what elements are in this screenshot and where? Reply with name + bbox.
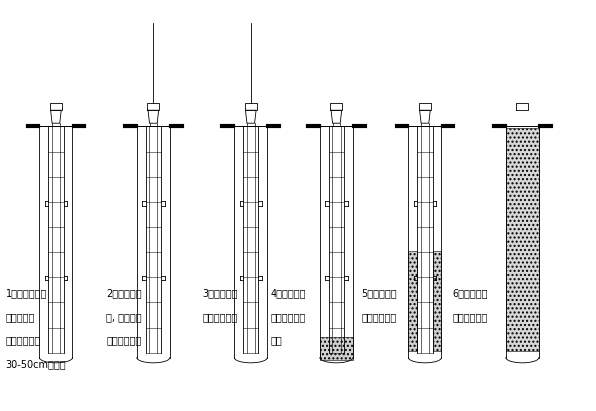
- Bar: [433, 251, 442, 351]
- Text: 4、剪断铁丝: 4、剪断铁丝: [270, 289, 306, 299]
- Text: 栓, 使其与导: 栓, 使其与导: [106, 312, 142, 322]
- Text: 孔底之间留出: 孔底之间留出: [6, 336, 41, 346]
- Bar: [506, 129, 539, 351]
- Text: 5、连续灌注: 5、连续灌注: [361, 289, 397, 299]
- Text: 砼上提导管。: 砼上提导管。: [361, 312, 396, 322]
- Text: 毕拔出导管。: 毕拔出导管。: [453, 312, 488, 322]
- Text: 首批封底砼。: 首批封底砼。: [203, 312, 238, 322]
- Text: 30-50cm空隙。: 30-50cm空隙。: [6, 359, 66, 369]
- Text: 管水面紧贴。: 管水面紧贴。: [106, 336, 141, 346]
- Text: 底。: 底。: [270, 336, 282, 346]
- Text: 导管底部与: 导管底部与: [6, 312, 35, 322]
- Text: 隔水栓下落孔: 隔水栓下落孔: [270, 312, 306, 322]
- Bar: [408, 251, 417, 351]
- Text: 3、漏斗盛满: 3、漏斗盛满: [203, 289, 238, 299]
- Text: 1、安设导管，: 1、安设导管，: [6, 289, 47, 299]
- Text: 6、砼灌注完: 6、砼灌注完: [453, 289, 488, 299]
- Text: 2、悬挂隔水: 2、悬挂隔水: [106, 289, 142, 299]
- Bar: [320, 337, 353, 360]
